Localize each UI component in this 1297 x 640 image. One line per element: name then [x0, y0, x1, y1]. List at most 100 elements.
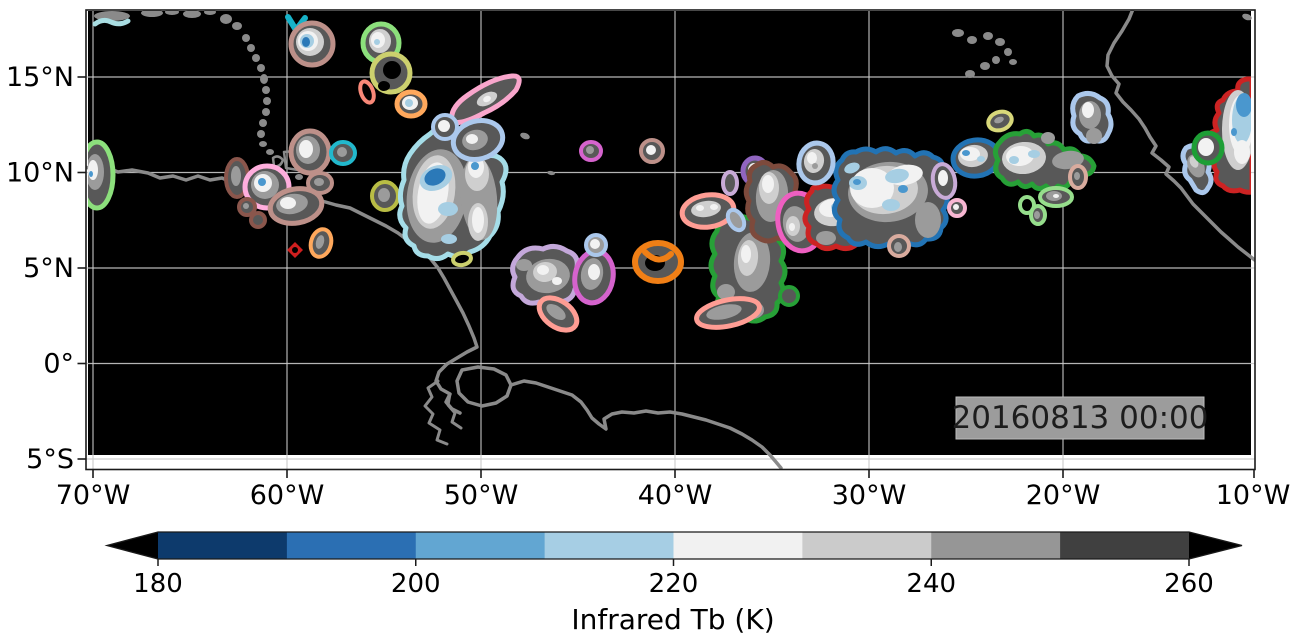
- cluster-shape: [1086, 128, 1102, 144]
- island: [252, 54, 260, 62]
- cluster-shape: [710, 204, 718, 210]
- cluster-shape: [725, 207, 747, 233]
- cluster-plum-small: [721, 170, 739, 196]
- island: [520, 132, 530, 140]
- cluster-shape: [337, 147, 347, 157]
- cluster-shape: [383, 61, 401, 79]
- cluster-shape: [438, 120, 450, 132]
- island: [259, 119, 267, 127]
- coastline-amazon-river-strand-a: [423, 379, 449, 446]
- cluster-shape: [807, 152, 817, 164]
- island: [1009, 59, 1017, 65]
- cluster-shape: [1198, 138, 1214, 156]
- island: [995, 38, 1005, 46]
- cluster-orange-hook: [632, 240, 684, 284]
- cluster-cornflower-blob: [450, 118, 506, 162]
- cluster-shape: [546, 304, 566, 320]
- island: [257, 130, 265, 138]
- cluster-shape: [378, 81, 390, 91]
- island: [262, 86, 270, 94]
- cluster-shape: [1231, 128, 1237, 136]
- cluster-blue-big: [831, 146, 950, 250]
- colorbar-tick-label: 180: [133, 569, 183, 599]
- coastline-marajo-island: [455, 365, 513, 408]
- cluster-shape: [915, 202, 941, 238]
- colorbar-tick-label: 260: [1164, 569, 1214, 599]
- island: [242, 34, 250, 42]
- cluster-shape: [441, 234, 457, 244]
- cluster-khaki-ring-west: [370, 180, 400, 212]
- island: [980, 62, 990, 70]
- timestamp-text: 20160813 00:00: [952, 400, 1209, 436]
- coastlines: [86, 10, 1255, 470]
- cluster-lightblue-ring-small: [584, 233, 608, 257]
- colorbar-tick-label: 220: [649, 569, 699, 599]
- colorbar-segment: [286, 532, 417, 559]
- cluster-cyan-ring: [329, 140, 357, 166]
- cluster-shape: [314, 178, 324, 186]
- cluster-shape: [1009, 156, 1019, 164]
- lat-tick-label: 15°N: [6, 62, 74, 93]
- cluster-shape: [590, 239, 600, 249]
- cluster-shape: [552, 277, 562, 285]
- island: [1004, 48, 1012, 56]
- cluster-brown-dot-b: [249, 211, 267, 229]
- cluster-salmon-blob: [536, 295, 580, 333]
- island: [232, 22, 242, 30]
- cluster-shape: [741, 245, 751, 263]
- cluster-shape: [1041, 132, 1055, 144]
- colorbar-segment: [673, 532, 803, 559]
- cluster-shape: [1234, 140, 1250, 164]
- coastline-south-america-north-coast: [86, 165, 479, 415]
- cluster-rosybrown-top: [288, 20, 336, 68]
- cluster-shape: [938, 170, 948, 186]
- cluster-shape: [516, 259, 532, 271]
- cluster-shape: [374, 39, 380, 45]
- lat-tick-label: 10°N: [6, 158, 74, 189]
- island: [165, 10, 179, 15]
- cluster-shape: [471, 162, 479, 170]
- lat-tick-label: 5°N: [23, 253, 74, 284]
- lon-tick-label: 60°W: [250, 480, 325, 511]
- cluster-shape: [424, 168, 446, 186]
- cluster-shape: [249, 211, 267, 229]
- cluster-shape: [642, 249, 674, 263]
- island: [204, 10, 216, 15]
- cluster-shape: [898, 185, 908, 193]
- lon-tick-label: 40°W: [638, 480, 713, 511]
- cluster-shape: [853, 179, 861, 185]
- island: [247, 44, 255, 52]
- cluster-green-dot: [778, 285, 800, 307]
- cluster-shape: [1236, 93, 1251, 117]
- cluster-cornflower-cluster-17w: [1070, 90, 1114, 144]
- island: [263, 97, 271, 105]
- cluster-purple-big: [510, 243, 583, 309]
- cluster-shape: [451, 250, 473, 268]
- cluster-shape: [646, 145, 656, 155]
- island: [259, 141, 267, 147]
- cluster-rosybrown-mid-ring: [306, 171, 334, 195]
- cluster-shape: [977, 156, 985, 162]
- cluster-shape: [1053, 194, 1059, 198]
- map-data-background: [88, 11, 1251, 455]
- cluster-shape: [231, 166, 241, 186]
- cluster-green-ring-right-edge: [1191, 130, 1225, 166]
- colorbar-segment: [544, 532, 674, 559]
- cluster-shape: [88, 160, 98, 180]
- cluster-shape: [762, 175, 774, 193]
- island: [295, 174, 303, 180]
- lat-tick-label: 5°S: [26, 444, 74, 475]
- cluster-shape: [706, 304, 742, 320]
- cluster-shape: [894, 242, 902, 252]
- island: [183, 10, 201, 18]
- island: [952, 29, 964, 37]
- cluster-pale-cyan-squiggle: [92, 17, 131, 27]
- lon-tick-label: 10°W: [1216, 480, 1291, 511]
- cluster-shape: [292, 247, 298, 253]
- cluster-rosybrown-dot-east: [1068, 164, 1088, 190]
- cluster-rosybrown-dot-south: [887, 234, 911, 258]
- cluster-shape: [438, 202, 458, 216]
- cluster-pink-bar: [449, 73, 522, 126]
- colorbar: 180 200 220 240 260: [104, 531, 1243, 599]
- cluster-blue-cluster-25w: [950, 137, 1002, 179]
